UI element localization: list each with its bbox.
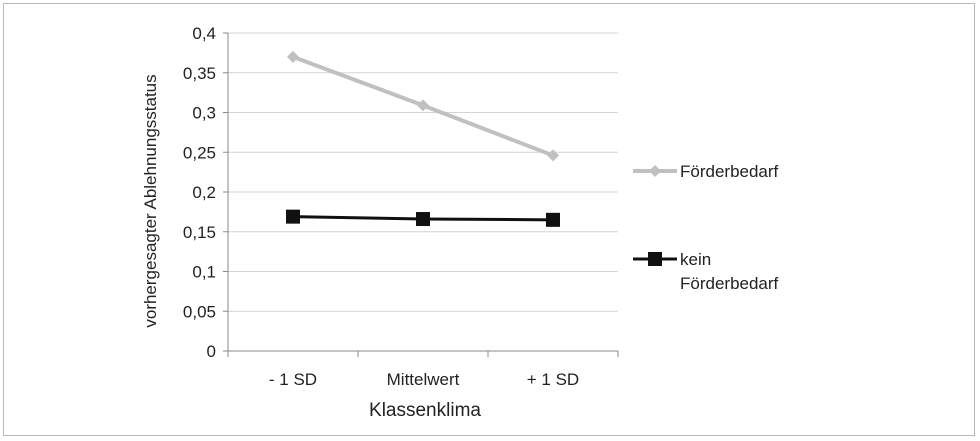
- y-tick-label: 0: [207, 342, 216, 361]
- x-tick-label: + 1 SD: [527, 370, 579, 389]
- y-tick-label: 0,05: [183, 302, 216, 321]
- data-point: [287, 50, 299, 63]
- y-tick-label: 0,1: [192, 263, 216, 282]
- y-tick-labels: 0 0,05 0,1 0,15 0,2 0,25 0,3 0,35 0,4: [183, 24, 216, 361]
- gridlines: [223, 32, 618, 352]
- legend-label: Förderbedarf: [680, 162, 779, 181]
- y-tick-label: 0,2: [192, 183, 216, 202]
- legend-marker: [648, 252, 662, 266]
- y-axis-label: vorhergesagter Ablehnungsstatus: [141, 74, 160, 327]
- y-tick-label: 0,35: [183, 64, 216, 83]
- series-layer: [286, 50, 560, 227]
- data-point: [286, 209, 300, 224]
- legend-label: Förderbedarf: [680, 274, 779, 293]
- y-tick-label: 0,25: [183, 143, 216, 162]
- x-tick-label: - 1 SD: [269, 370, 317, 389]
- x-axis-label: Klassenklima: [369, 400, 481, 421]
- y-tick-label: 0,3: [192, 104, 216, 123]
- axes: [227, 33, 619, 357]
- x-tick-label: Mittelwert: [387, 370, 460, 389]
- legend-label: kein: [680, 250, 711, 269]
- series-kein-foerderbedarf: [286, 209, 560, 227]
- data-point: [417, 99, 429, 112]
- series-foerderbedarf: [287, 50, 559, 162]
- legend-item: kein Förderbedarf: [633, 250, 779, 293]
- x-tick-labels: - 1 SD Mittelwert + 1 SD: [269, 370, 579, 389]
- data-point: [416, 212, 430, 227]
- legend-marker: [649, 165, 661, 177]
- legend: Förderbedarf kein Förderbedarf: [633, 162, 779, 293]
- y-tick-label: 0,15: [183, 223, 216, 242]
- data-point: [546, 212, 560, 227]
- legend-item: Förderbedarf: [633, 162, 779, 181]
- y-tick-label: 0,4: [192, 24, 216, 43]
- data-point: [547, 149, 559, 162]
